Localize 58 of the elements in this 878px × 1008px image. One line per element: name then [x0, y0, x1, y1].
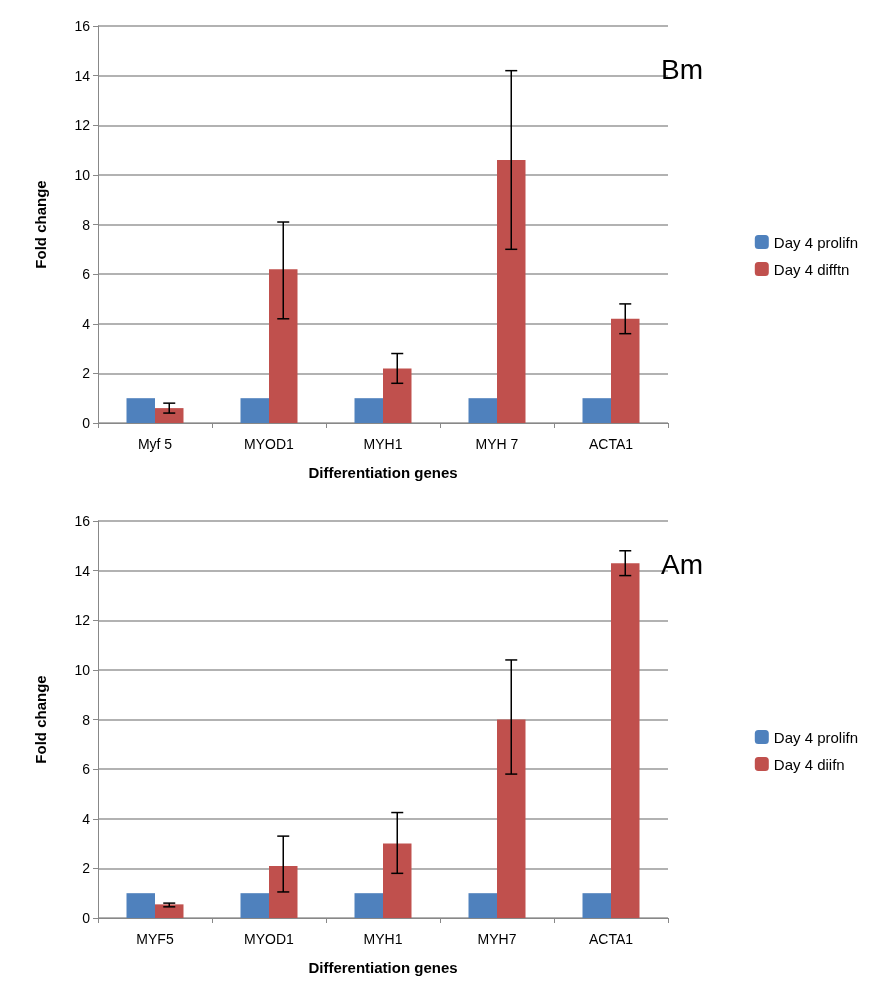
y-tick-label: 0	[82, 910, 91, 926]
bar	[611, 318, 640, 423]
bar	[468, 893, 497, 918]
x-tick-label: MYOD1	[244, 436, 295, 452]
x-tick-label: MYF5	[136, 931, 174, 947]
x-tick-label: MYH7	[477, 931, 517, 947]
y-tick-label: 16	[74, 18, 91, 34]
y-tick-label: 0	[82, 415, 91, 431]
y-tick-label: 4	[82, 810, 91, 827]
bar	[126, 398, 155, 423]
text: Am	[661, 548, 703, 580]
x-tick-label: MYOD1	[244, 931, 295, 947]
bar	[468, 398, 497, 423]
y-tick-label: 6	[82, 266, 91, 283]
bar	[155, 408, 184, 423]
y-tick-label: 10	[74, 661, 91, 678]
bar	[354, 398, 383, 423]
y-tick-label: 8	[82, 216, 91, 233]
y-tick-label: 8	[82, 711, 91, 728]
bar	[126, 893, 155, 918]
bar	[383, 843, 412, 918]
y-tick-label: 12	[74, 612, 91, 629]
legend-label: Day 4 prolifn	[773, 233, 859, 251]
y-tick-label: 12	[74, 117, 91, 134]
y-axis-title: Fold change	[32, 675, 49, 764]
bar	[240, 398, 269, 423]
y-axis-title: Fold change	[32, 180, 49, 269]
y-tick-label: 2	[82, 365, 91, 382]
legend-label: Day 4 diifn	[773, 755, 845, 773]
x-tick-label: Myf 5	[137, 436, 173, 452]
y-tick-label: 10	[74, 166, 91, 183]
y-tick-label: 6	[82, 761, 91, 778]
x-tick-label: ACTA1	[588, 436, 634, 452]
bar	[582, 893, 611, 918]
y-tick-label: 16	[74, 513, 91, 529]
x-tick-label: MYH1	[363, 436, 403, 452]
x-axis-title: Differentiation genes	[308, 959, 458, 976]
bar	[269, 269, 298, 423]
legend-label: Day 4 prolifn	[773, 728, 859, 746]
x-axis-title: Differentiation genes	[308, 464, 458, 481]
x-tick-label: MYH1	[363, 931, 403, 947]
y-tick-label: 2	[82, 860, 91, 877]
bar	[611, 563, 640, 918]
text: Bm	[661, 53, 703, 85]
x-tick-label: ACTA1	[588, 931, 634, 947]
y-tick-label: 14	[74, 67, 91, 84]
bar	[497, 159, 526, 423]
y-tick-label: 14	[74, 562, 91, 579]
bar	[383, 368, 412, 423]
bar	[582, 398, 611, 423]
bar	[269, 865, 298, 918]
bar	[497, 719, 526, 918]
bar	[240, 893, 269, 918]
y-tick-label: 4	[82, 315, 91, 332]
bar	[155, 904, 184, 918]
bar	[354, 893, 383, 918]
legend-label: Day 4 difftn	[773, 260, 850, 278]
x-tick-label: MYH 7	[475, 436, 519, 452]
